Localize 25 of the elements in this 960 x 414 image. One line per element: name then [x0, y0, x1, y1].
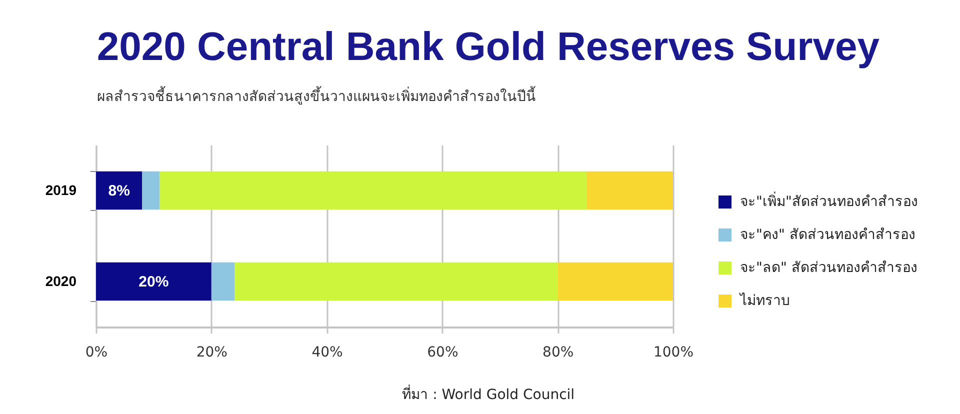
bar	[558, 262, 673, 301]
x-tick-label: 20%	[196, 344, 228, 360]
legend-label: จะ"เพิ่ม"สัดส่วนทองคำสำรอง	[740, 192, 918, 210]
bar	[586, 171, 673, 210]
legend-label: จะ"ลด" สัดส่วนทองคำสำรอง	[740, 260, 918, 276]
bar	[211, 262, 234, 301]
legend-label: จะ"คง" สัดส่วนทองคำสำรอง	[740, 227, 916, 243]
x-tick-label: 80%	[542, 344, 574, 360]
y-tick-label: 2019	[45, 182, 77, 198]
bar	[234, 262, 558, 301]
x-tick-label: 40%	[312, 344, 343, 360]
text: ที่มา : World Gold Council	[402, 385, 575, 403]
legend-label: ไม่ทราบ	[739, 292, 790, 309]
bar	[96, 171, 142, 210]
x-tick-label: 0%	[85, 344, 108, 360]
x-tick-label: 100%	[653, 344, 694, 360]
bar	[142, 171, 160, 210]
x-tick-label: 60%	[427, 344, 458, 360]
y-tick-label: 2020	[45, 273, 77, 289]
chart-subtitle: ผลสำรวจชี้ธนาคารกลางสัดส่วนสูงขึ้นวางแผนจะเพิ่มทองคำสำรองในปีนี้	[96, 86, 536, 105]
chart-title: 2020 Central Bank Gold Reserves Survey	[96, 25, 880, 69]
bar	[96, 262, 212, 301]
bar	[159, 171, 586, 210]
data-label: 20%	[138, 274, 169, 290]
data-label: 8%	[108, 182, 130, 200]
